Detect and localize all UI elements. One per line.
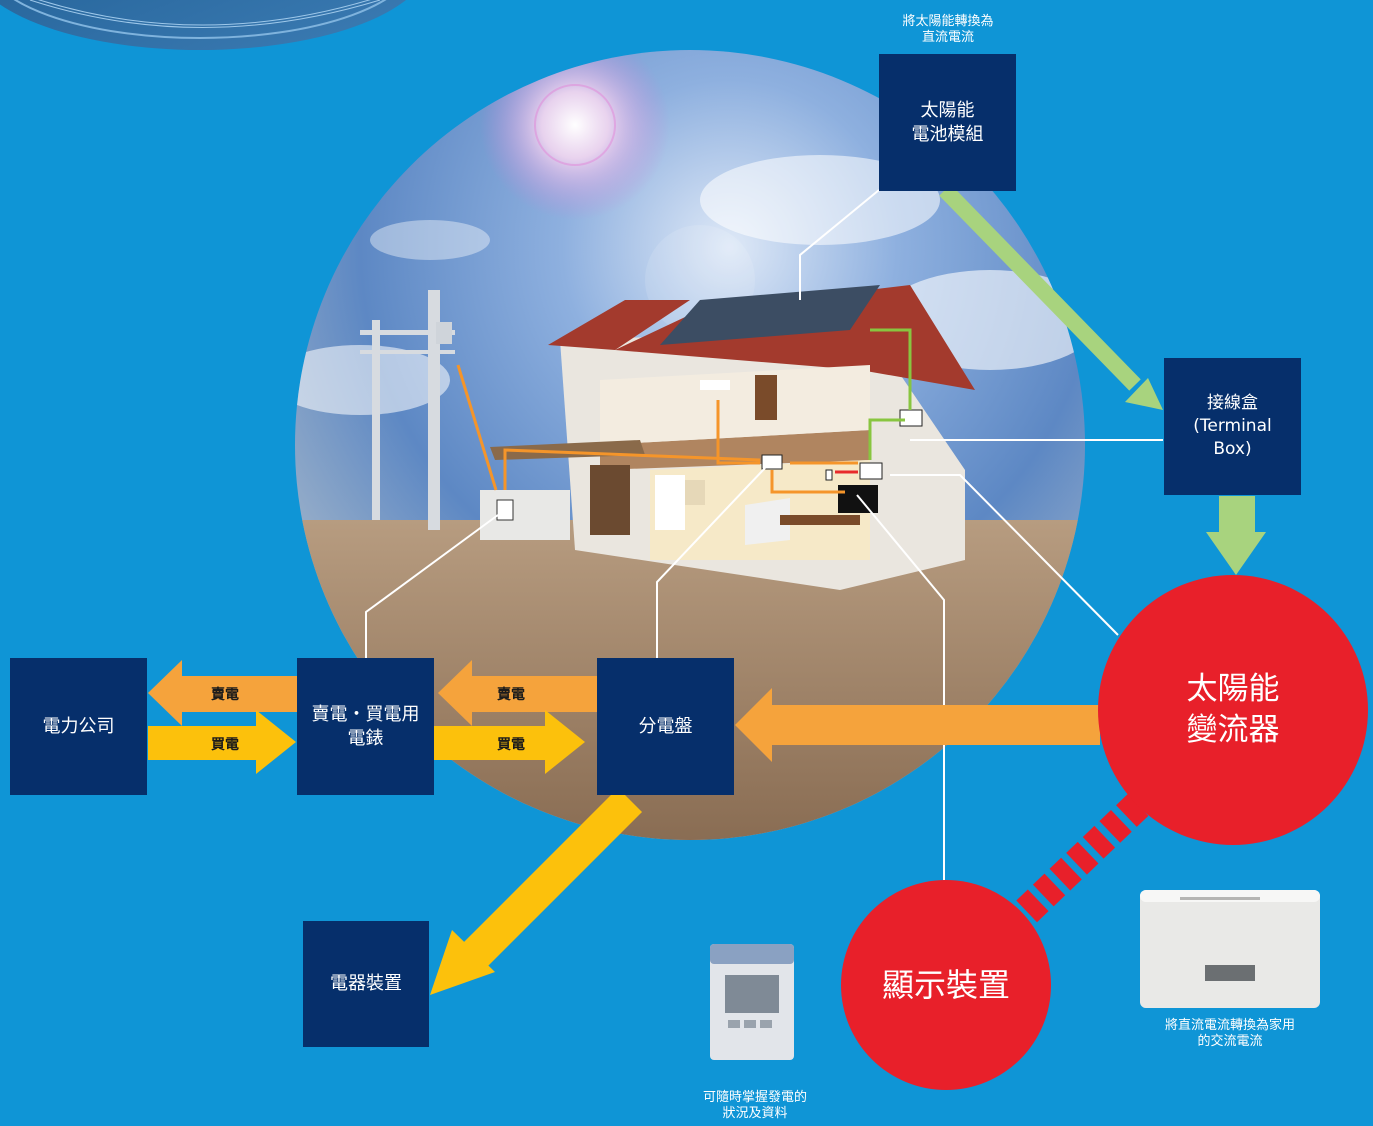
yellow-arrow-buy-2 [433,710,585,774]
solar-module-box: 太陽能 電池模組 [879,54,1016,191]
terminal-box: 接線盒 (Terminal Box) [1164,358,1301,495]
display-circle: 顯示裝置 [841,880,1051,1090]
distribution-panel-box: 分電盤 [597,658,734,795]
green-arrow-module-to-box [939,184,1163,410]
buy-label-1: 買電 [211,737,239,753]
yellow-arrow-to-appliances [430,787,643,995]
solar-module-note: 將太陽能轉換為 直流電流 [902,14,994,45]
dashed-link-inverter-display [1015,794,1149,923]
orange-arrow-sell-1 [148,660,298,726]
sell-label-2: 賣電 [497,687,525,703]
meter-box: 賣電・買電用 電錶 [297,658,434,795]
display-note: 可隨時掌握發電的 狀況及資料 [702,1090,807,1121]
power-company-box: 電力公司 [10,658,147,795]
solar-panel-disc-icon [0,0,407,50]
inverter-note: 將直流電流轉換為家用 的交流電流 [1164,1018,1295,1049]
sell-label-1: 賣電 [211,687,239,703]
buy-label-2: 買電 [497,737,525,753]
display-device-photo [710,944,794,1060]
connector-lines [365,189,1163,880]
green-arrow-box-to-inverter [1206,496,1266,575]
inverter-circle: 太陽能 變流器 [1098,575,1368,845]
orange-arrow-sell-2 [438,660,597,726]
orange-arrow-inverter-to-panel [735,688,1100,762]
yellow-arrow-buy-1 [148,710,296,774]
inverter-device-photo [1140,890,1320,1008]
appliances-box: 電器裝置 [303,921,429,1047]
